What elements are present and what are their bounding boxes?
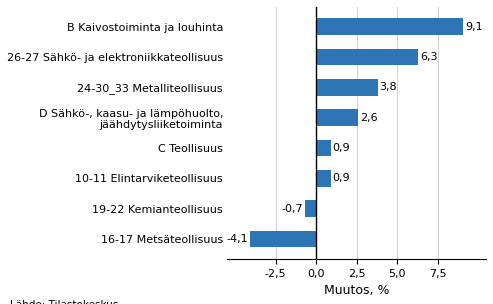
- X-axis label: Muutos, %: Muutos, %: [324, 284, 389, 297]
- Text: 0,9: 0,9: [333, 173, 351, 183]
- Bar: [316, 79, 378, 96]
- Text: 9,1: 9,1: [465, 22, 483, 32]
- Bar: [316, 140, 331, 156]
- Text: 6,3: 6,3: [420, 52, 438, 62]
- Bar: [316, 49, 418, 65]
- Bar: [316, 170, 331, 187]
- Bar: [316, 18, 463, 35]
- Text: -4,1: -4,1: [226, 234, 248, 244]
- Text: 3,8: 3,8: [380, 82, 397, 92]
- Bar: [305, 200, 316, 217]
- Bar: [316, 109, 358, 126]
- Text: Lähde: Tilastokeskus: Lähde: Tilastokeskus: [10, 300, 118, 304]
- Text: 2,6: 2,6: [360, 113, 378, 123]
- Bar: [250, 231, 316, 247]
- Text: -0,7: -0,7: [282, 204, 303, 214]
- Text: 0,9: 0,9: [333, 143, 351, 153]
